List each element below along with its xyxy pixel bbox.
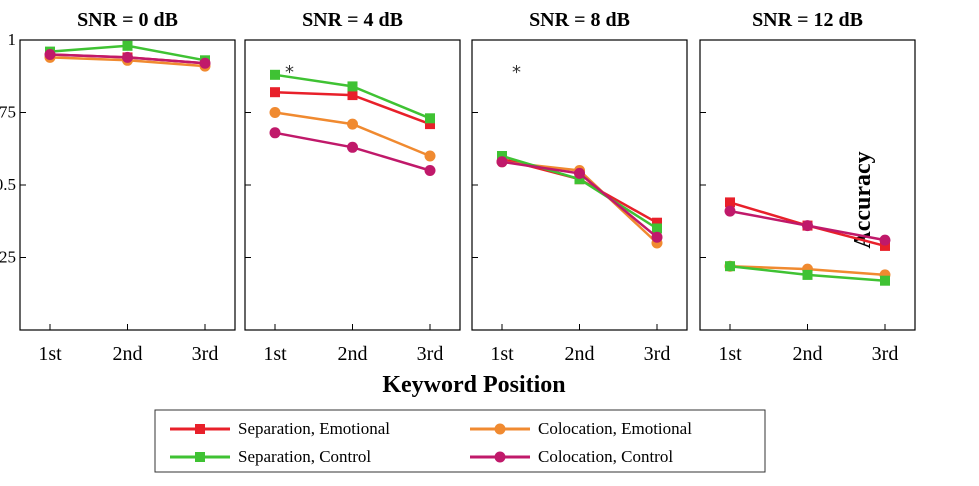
x-tick-label: 2nd (565, 343, 595, 365)
y-axis-label: Accuracy (850, 151, 876, 248)
data-point (347, 90, 358, 101)
data-point (424, 150, 436, 162)
data-point (802, 269, 813, 280)
x-tick-label: 2nd (338, 343, 368, 365)
data-point (651, 231, 663, 243)
x-tick-label: 3rd (417, 343, 444, 365)
legend-marker (494, 423, 506, 435)
y-tick-label: 0.25 (0, 248, 16, 267)
data-point (497, 151, 507, 161)
legend-label: Colocation, Control (538, 447, 673, 466)
data-point (347, 118, 358, 130)
data-point (424, 165, 436, 176)
y-tick-label: 0.75 (0, 103, 16, 122)
panel-1: SNR = 0 dB 0.25 0.5 0.75 1 1st 2nd 3rd (0, 9, 236, 365)
legend-marker (494, 451, 506, 463)
data-point (725, 261, 735, 272)
series-colocation-control (496, 156, 663, 243)
legend-box (154, 409, 766, 473)
legend-label: Separation, Emotional (238, 419, 390, 438)
data-point (44, 49, 56, 60)
data-point (347, 81, 358, 92)
panel-4: SNR = 12 dB 1st 2nd 3rd (699, 9, 916, 365)
data-point (652, 217, 662, 228)
series-separation-control (270, 69, 435, 124)
series-separation-control (725, 261, 890, 286)
legend-label: Separation, Control (238, 447, 371, 466)
series-colocation-control (44, 49, 211, 69)
legend-item: Separation, Emotional (170, 419, 390, 438)
data-point (122, 40, 133, 51)
data-point (880, 275, 890, 286)
y-tick-label: 0.5 (0, 175, 16, 194)
panel-2: SNR = 4 dB * 1st 2nd 3rd (244, 9, 461, 365)
series-separation-emotional (270, 87, 435, 130)
data-point (879, 234, 891, 246)
x-tick-label: 3rd (192, 343, 219, 365)
data-point (122, 51, 133, 63)
legend-item: Separation, Control (170, 447, 371, 466)
x-tick-label: 2nd (793, 343, 823, 365)
x-tick-label: 1st (38, 343, 62, 365)
series-colocation-emotional (269, 107, 436, 162)
data-point (425, 119, 435, 130)
significance-marker: * (512, 62, 521, 83)
legend-marker (195, 452, 205, 462)
data-point (270, 69, 280, 80)
series-colocation-control (724, 205, 891, 246)
data-point (269, 107, 281, 118)
panel-title: SNR = 4 dB (302, 9, 403, 31)
y-tick-label: 1 (8, 30, 17, 49)
legend-item: Colocation, Control (470, 447, 673, 466)
x-axis-label: Keyword Position (382, 372, 565, 398)
legend-item: Colocation, Emotional (470, 419, 692, 438)
panel-frame (471, 39, 688, 331)
legend-label: Colocation, Emotional (538, 419, 692, 438)
data-point (724, 205, 736, 217)
data-point (347, 141, 358, 153)
legend: Separation, Emotional Colocation, Emotion… (154, 409, 766, 473)
panel-frame (19, 39, 236, 331)
panel-title: SNR = 8 dB (529, 9, 630, 31)
data-point (496, 156, 508, 168)
series-colocation-control (269, 127, 436, 176)
data-point (270, 87, 280, 98)
data-point (199, 57, 211, 69)
data-point (574, 174, 585, 185)
legend-marker (195, 424, 205, 434)
x-tick-label: 1st (490, 343, 514, 365)
data-point (880, 240, 890, 251)
x-tick-label: 1st (263, 343, 287, 365)
x-tick-label: 1st (718, 343, 742, 365)
data-point (725, 197, 735, 208)
panel-title: SNR = 12 dB (752, 9, 863, 31)
x-tick-label: 2nd (113, 343, 143, 365)
x-tick-label: 3rd (872, 343, 899, 365)
data-point (269, 127, 281, 139)
significance-marker: * (285, 62, 294, 83)
panel-3: SNR = 8 dB * 1st 2nd 3rd (471, 9, 688, 365)
data-point (574, 167, 585, 179)
data-point (802, 220, 813, 232)
panel-frame (699, 39, 916, 331)
series-separation-control (497, 151, 662, 234)
x-tick-label: 3rd (644, 343, 671, 365)
data-point (425, 113, 435, 124)
data-point (652, 223, 662, 234)
panel-title: SNR = 0 dB (77, 9, 178, 31)
